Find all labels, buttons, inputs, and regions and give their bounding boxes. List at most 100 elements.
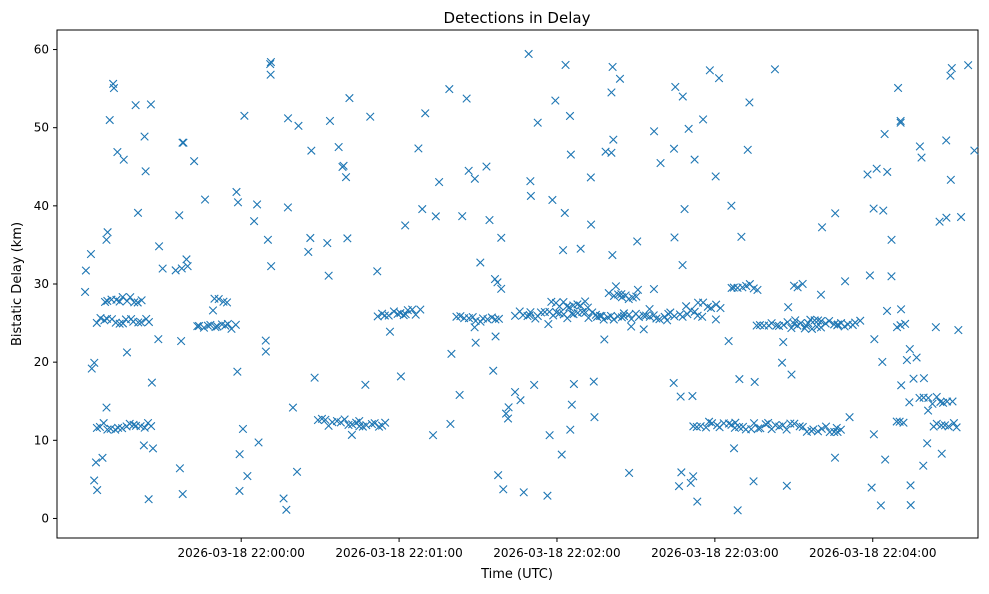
data-point-x-marker bbox=[92, 318, 101, 328]
data-point-x-marker bbox=[489, 366, 498, 375]
data-point-x-marker bbox=[569, 379, 579, 389]
data-point-x-marker bbox=[325, 116, 335, 126]
data-point-x-marker bbox=[909, 374, 918, 383]
data-point-x-marker bbox=[122, 348, 132, 357]
data-point-x-marker bbox=[418, 204, 427, 214]
data-point-x-marker bbox=[729, 283, 739, 292]
data-point-x-marker bbox=[632, 292, 641, 301]
data-point-x-marker bbox=[282, 505, 291, 514]
data-point-x-marker bbox=[680, 204, 689, 214]
data-point-x-marker bbox=[323, 238, 332, 248]
data-point-x-marker bbox=[747, 424, 756, 434]
data-point-x-marker bbox=[178, 489, 187, 499]
data-point-x-marker bbox=[129, 420, 138, 430]
data-point-x-marker bbox=[670, 233, 679, 242]
data-point-x-marker bbox=[139, 441, 149, 450]
data-point-x-marker bbox=[832, 423, 841, 433]
data-point-x-marker bbox=[567, 400, 577, 409]
data-point-x-marker bbox=[558, 245, 568, 255]
data-point-x-marker bbox=[416, 305, 425, 314]
data-point-x-marker bbox=[745, 98, 754, 107]
data-point-x-marker bbox=[380, 418, 390, 427]
data-point-x-marker bbox=[590, 412, 599, 422]
data-point-x-marker bbox=[791, 316, 800, 325]
data-point-x-marker bbox=[880, 455, 890, 464]
data-point-x-marker bbox=[178, 138, 187, 147]
data-point-x-marker bbox=[447, 349, 456, 359]
data-point-x-marker bbox=[706, 303, 716, 313]
data-point-x-marker bbox=[905, 398, 914, 407]
data-point-x-marker bbox=[206, 320, 215, 330]
data-point-x-marker bbox=[370, 418, 379, 428]
data-point-x-marker bbox=[261, 336, 270, 345]
data-point-x-marker bbox=[115, 319, 124, 328]
data-point-x-marker bbox=[935, 217, 944, 226]
x-tick-label: 2026-03-18 22:03:00 bbox=[651, 546, 778, 560]
data-point-x-marker bbox=[384, 311, 393, 320]
y-axis-ticks: 0 10 20 30 40 50 60 bbox=[34, 43, 57, 525]
data-point-x-marker bbox=[292, 467, 302, 476]
data-point-x-marker bbox=[483, 315, 492, 324]
data-point-x-marker bbox=[750, 377, 759, 387]
data-point-x-marker bbox=[948, 397, 957, 406]
data-point-x-marker bbox=[557, 450, 566, 459]
data-point-x-marker bbox=[183, 261, 192, 271]
data-point-x-marker bbox=[949, 418, 959, 428]
data-point-x-marker bbox=[497, 284, 506, 294]
data-point-x-marker bbox=[199, 323, 209, 332]
data-point-x-marker bbox=[401, 310, 410, 319]
data-point-x-marker bbox=[548, 195, 557, 205]
data-point-x-marker bbox=[576, 244, 585, 253]
data-point-x-marker bbox=[545, 431, 554, 440]
data-point-x-marker bbox=[130, 298, 139, 307]
data-point-x-marker bbox=[727, 201, 736, 210]
data-point-x-marker bbox=[597, 311, 606, 321]
data-point-x-marker bbox=[690, 307, 699, 316]
y-tick-label: 10 bbox=[34, 433, 49, 447]
data-point-x-marker bbox=[735, 374, 744, 384]
data-point-x-marker bbox=[863, 170, 872, 179]
data-point-x-marker bbox=[869, 430, 879, 439]
data-point-x-marker bbox=[777, 358, 787, 367]
data-point-x-marker bbox=[615, 74, 625, 83]
data-point-x-marker bbox=[243, 471, 252, 481]
data-point-x-marker bbox=[649, 127, 659, 136]
data-point-x-marker bbox=[900, 319, 910, 329]
data-point-x-marker bbox=[705, 66, 715, 75]
data-point-x-marker bbox=[414, 144, 423, 153]
data-point-x-marker bbox=[880, 129, 889, 139]
data-point-x-marker bbox=[133, 208, 143, 218]
data-point-x-marker bbox=[902, 355, 912, 365]
data-point-x-marker bbox=[833, 320, 843, 329]
data-point-x-marker bbox=[779, 337, 788, 347]
data-point-x-marker bbox=[897, 381, 906, 390]
data-point-x-marker bbox=[373, 267, 382, 276]
data-points bbox=[80, 49, 979, 515]
data-point-x-marker bbox=[817, 223, 827, 232]
data-point-x-marker bbox=[932, 419, 941, 428]
data-point-x-marker bbox=[816, 316, 826, 326]
data-point-x-marker bbox=[899, 418, 908, 427]
data-point-x-marker bbox=[787, 370, 796, 379]
data-point-x-marker bbox=[724, 336, 733, 346]
data-point-x-marker bbox=[361, 380, 370, 389]
plot-area bbox=[56, 29, 979, 539]
data-point-x-marker bbox=[203, 321, 213, 330]
data-point-x-marker bbox=[92, 485, 102, 495]
data-point-x-marker bbox=[92, 423, 102, 433]
data-point-x-marker bbox=[956, 212, 966, 222]
data-point-x-marker bbox=[252, 200, 262, 209]
data-point-x-marker bbox=[233, 367, 242, 376]
data-point-x-marker bbox=[782, 425, 791, 434]
data-point-x-marker bbox=[690, 155, 699, 164]
data-point-x-marker bbox=[696, 422, 705, 431]
data-point-x-marker bbox=[613, 290, 623, 299]
data-point-x-marker bbox=[583, 303, 593, 312]
data-point-x-marker bbox=[905, 344, 914, 354]
data-point-x-marker bbox=[366, 112, 375, 121]
data-point-x-marker bbox=[266, 70, 275, 79]
data-point-x-marker bbox=[669, 144, 679, 153]
y-tick-label: 60 bbox=[34, 43, 49, 57]
data-point-x-marker bbox=[645, 304, 654, 314]
data-point-x-marker bbox=[686, 478, 695, 488]
